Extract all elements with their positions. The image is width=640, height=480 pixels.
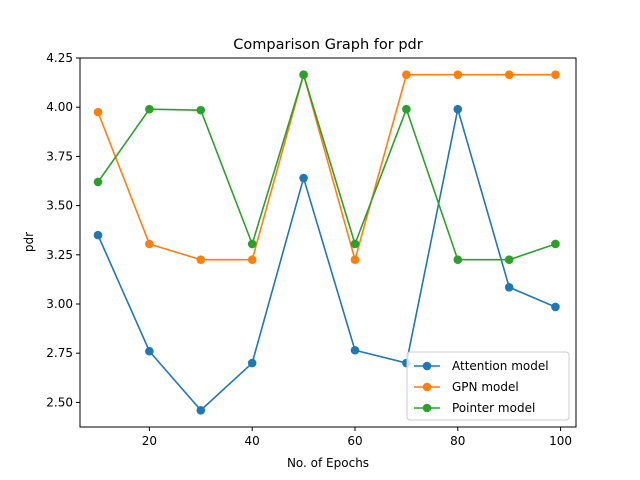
data-point [350, 239, 360, 249]
series-line-2 [97, 73, 556, 261]
data-point [504, 70, 514, 80]
data-point [93, 230, 103, 240]
data-point [551, 70, 560, 80]
x-axis-label: No. of Epochs [287, 456, 369, 470]
y-tick-label: 2.50 [46, 395, 73, 409]
series-line-1 [97, 73, 556, 261]
data-point [350, 255, 360, 265]
legend-marker [422, 382, 432, 392]
data-point [551, 302, 560, 312]
data-point [145, 346, 154, 356]
chart-title: Comparison Graph for pdr [233, 37, 422, 53]
x-axis: 20 40 60 80 100 [142, 427, 572, 448]
data-point [350, 345, 360, 355]
data-point [504, 282, 514, 292]
y-axis-label: pdr [22, 232, 36, 252]
axes-frame [79, 57, 577, 428]
x-tick-label: 20 [142, 434, 157, 448]
data-point [402, 70, 411, 80]
data-point [453, 104, 463, 114]
x-tick-label: 100 [549, 434, 572, 448]
data-point [247, 239, 257, 249]
series-layer [93, 70, 560, 415]
data-point [196, 405, 206, 415]
x-tick-label: 60 [347, 434, 362, 448]
data-point [247, 255, 257, 265]
data-point [453, 255, 463, 265]
y-tick-label: 2.75 [46, 346, 73, 360]
series-line-0 [97, 108, 556, 412]
data-point [402, 104, 411, 114]
y-tick-label: 3.75 [46, 149, 73, 163]
legend-label: Attention model [452, 359, 549, 373]
data-point [196, 255, 206, 265]
legend-label: Pointer model [452, 401, 535, 415]
data-point [299, 70, 308, 80]
data-point [504, 255, 514, 265]
data-point [299, 173, 308, 183]
y-tick-label: 3.00 [46, 297, 73, 311]
data-point [145, 104, 154, 114]
y-axis: 2.50 2.75 3.00 3.25 3.50 3.75 4.00 4.25 [46, 51, 80, 409]
y-tick-label: 4.25 [46, 51, 73, 65]
data-point [196, 105, 206, 115]
y-tick-label: 3.25 [46, 248, 73, 262]
x-tick-label: 40 [245, 434, 260, 448]
data-point [93, 177, 103, 187]
legend-marker [422, 361, 432, 371]
legend-label: GPN model [452, 380, 519, 394]
data-point [453, 70, 463, 80]
legend-marker [422, 403, 432, 413]
data-point [247, 358, 257, 368]
legend-box [406, 351, 570, 421]
plot-area [79, 57, 577, 428]
data-point [93, 107, 103, 117]
legend: Attention model GPN model Pointer model [406, 351, 570, 421]
data-point [551, 239, 560, 249]
y-tick-label: 3.50 [46, 199, 73, 213]
y-tick-label: 4.00 [46, 100, 73, 114]
data-point [145, 239, 154, 249]
x-tick-label: 80 [450, 434, 465, 448]
